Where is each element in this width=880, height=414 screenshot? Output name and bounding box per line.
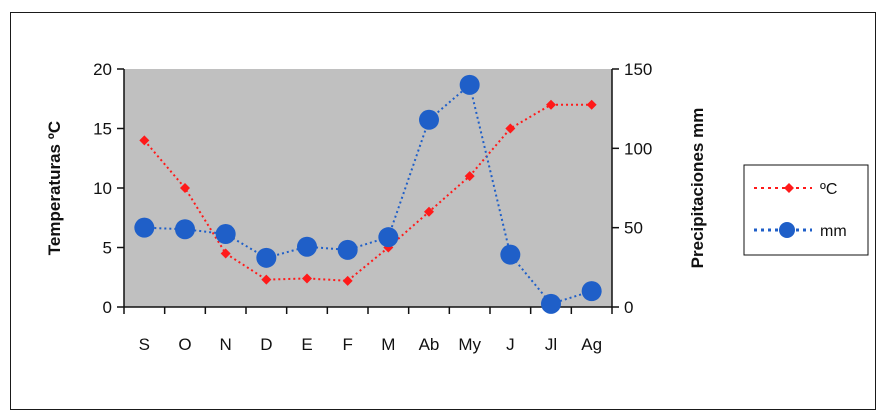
chart-frame bbox=[10, 12, 876, 410]
x-tick-label: S bbox=[139, 335, 150, 354]
data-point-temperature bbox=[342, 275, 353, 286]
x-tick-label: J bbox=[506, 335, 515, 354]
x-tick-label: Ag bbox=[581, 335, 602, 354]
data-point-temperature bbox=[505, 123, 516, 134]
data-point-mm bbox=[581, 281, 602, 302]
data-point-temperature bbox=[302, 273, 312, 284]
x-tick-label: D bbox=[260, 335, 272, 354]
plot-area bbox=[124, 69, 612, 307]
data-point-mm bbox=[175, 219, 195, 240]
x-tick-label: E bbox=[301, 335, 312, 354]
legend-marker-mm bbox=[779, 222, 795, 238]
data-point-mm bbox=[215, 224, 236, 245]
data-point-temperature bbox=[139, 135, 150, 146]
data-point-temperature bbox=[546, 99, 556, 110]
data-point-temperature bbox=[261, 274, 272, 285]
y-left-tick-label: 20 bbox=[93, 60, 112, 79]
y-left-tick-label: 10 bbox=[93, 179, 112, 198]
data-point-mm bbox=[297, 236, 317, 257]
data-point-mm bbox=[541, 293, 561, 314]
data-point-temperature bbox=[424, 206, 434, 217]
legend-label-mm: mm bbox=[820, 223, 847, 240]
legend-marker-temperature bbox=[784, 183, 794, 193]
y-axis-right-label: Precipitaciones mm bbox=[688, 108, 707, 269]
y-axis-left-label: Temperaturas ºC bbox=[45, 121, 64, 255]
y-right-tick-label: 50 bbox=[624, 219, 643, 238]
data-point-mm bbox=[419, 109, 439, 130]
x-tick-label: F bbox=[342, 335, 352, 354]
data-point-mm bbox=[256, 247, 277, 268]
y-right-tick-label: 150 bbox=[624, 60, 652, 79]
legend-box bbox=[743, 164, 869, 256]
legend-label-temperature: ºC bbox=[820, 181, 837, 198]
y-left-tick-label: 0 bbox=[103, 298, 112, 317]
data-point-mm bbox=[337, 239, 358, 260]
data-point-temperature bbox=[586, 99, 597, 110]
data-point-temperature bbox=[180, 183, 190, 193]
data-point-mm bbox=[378, 227, 399, 248]
y-right-tick-label: 0 bbox=[624, 298, 633, 317]
data-point-temperature bbox=[220, 248, 231, 259]
y-left-tick-label: 15 bbox=[93, 120, 112, 139]
x-tick-label: O bbox=[178, 335, 191, 354]
data-point-mm bbox=[459, 74, 480, 95]
x-tick-label: My bbox=[458, 335, 481, 354]
data-point-mm bbox=[500, 244, 521, 265]
series-line-temperature bbox=[143, 103, 592, 282]
data-point-temperature bbox=[464, 171, 475, 182]
x-tick-label: Ab bbox=[419, 335, 440, 354]
legend: ºC mm bbox=[743, 164, 869, 256]
y-left-tick-label: 5 bbox=[103, 239, 112, 258]
x-tick-label: N bbox=[220, 335, 232, 354]
y-right-tick-label: 100 bbox=[624, 139, 652, 158]
data-point-mm bbox=[134, 217, 155, 238]
x-tick-label: Jl bbox=[545, 335, 557, 354]
x-tick-label: M bbox=[381, 335, 395, 354]
